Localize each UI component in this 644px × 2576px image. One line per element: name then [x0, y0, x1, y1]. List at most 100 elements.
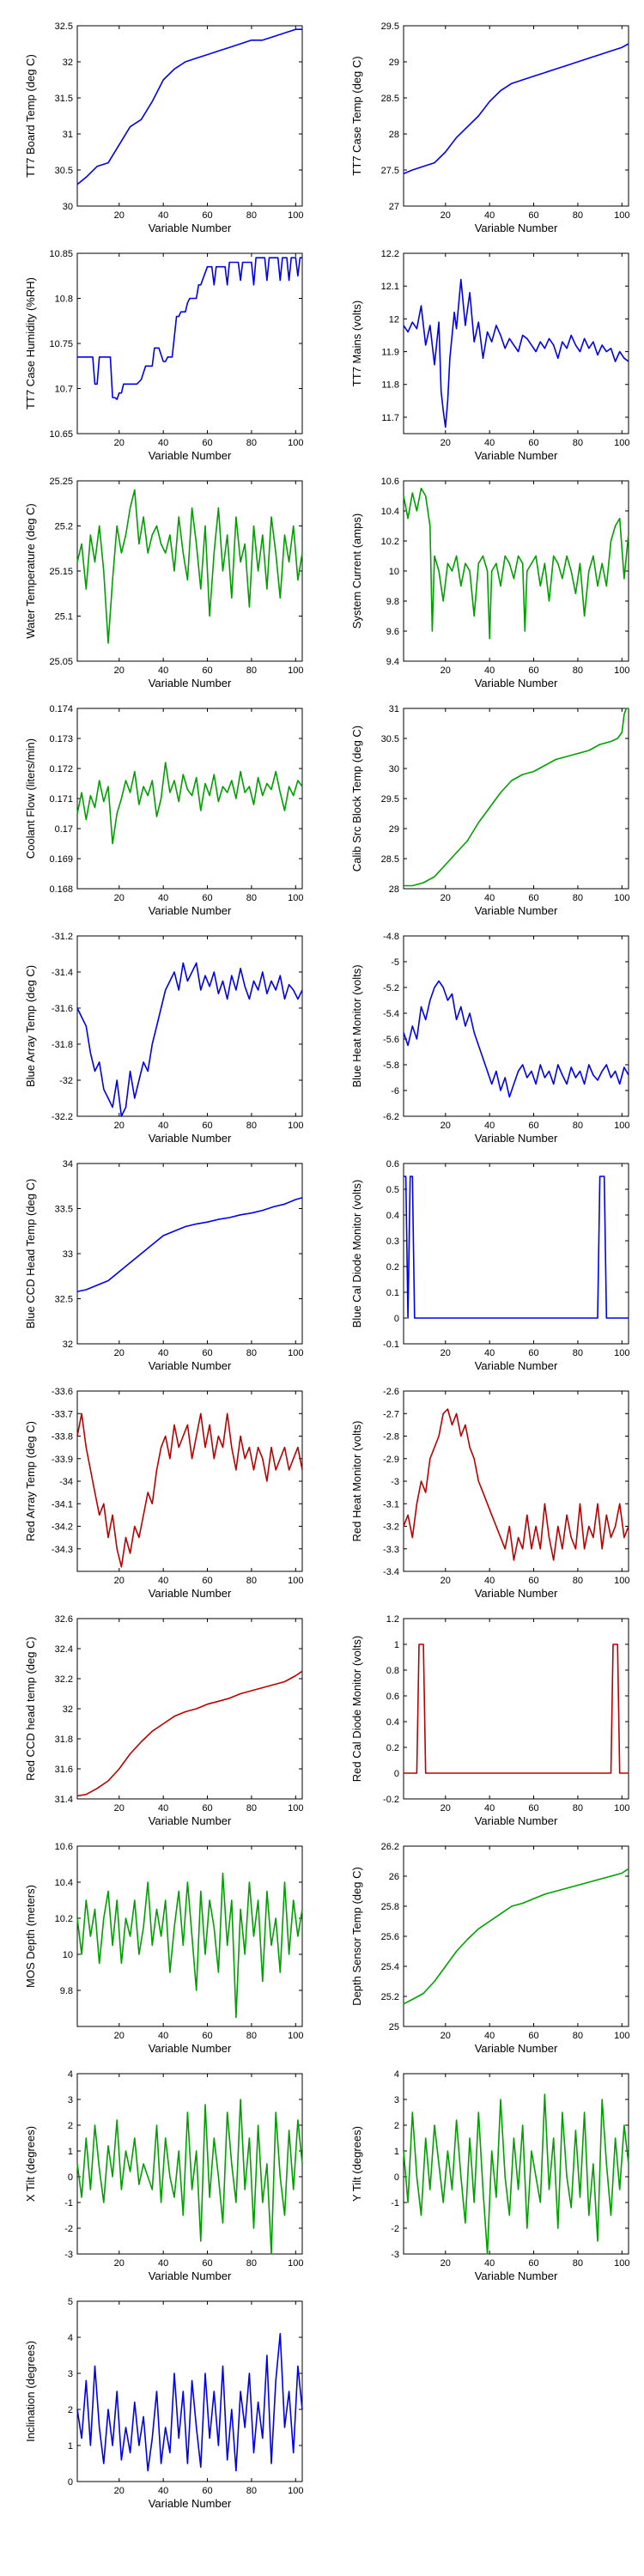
subplot-5: 20 40 60 80 100 25.05 25.1 25.15 25.2 25.25 Variab… — [24, 477, 303, 690]
y-tick-label: -34.1 — [52, 1499, 73, 1510]
y-tick-label: -31.2 — [52, 932, 73, 942]
axes-box — [403, 708, 629, 890]
x-tick-label: 40 — [484, 665, 495, 676]
y-tick-label: 25.2 — [55, 522, 73, 532]
x-tick-label: 20 — [440, 1348, 451, 1358]
y-tick-label: 25 — [389, 2022, 399, 2032]
y-tick-label: 0.169 — [49, 854, 73, 865]
x-axis-label: Variable Number — [475, 1359, 558, 1372]
x-tick-label: 40 — [484, 1121, 495, 1131]
x-tick-label: 20 — [440, 1803, 451, 1814]
axes-box — [76, 1163, 303, 1345]
y-tick-label: -3.2 — [383, 1522, 399, 1533]
y-tick-label: 1 — [394, 2147, 399, 2157]
y-axis-label: TT7 Case Temp (deg C) — [350, 56, 363, 175]
x-tick-label: 80 — [573, 665, 583, 676]
series-line — [403, 2093, 629, 2255]
y-axis-label: Inclination (degrees) — [24, 2341, 37, 2442]
x-tick-label: 20 — [440, 893, 451, 903]
y-tick-label: 28.5 — [381, 854, 399, 865]
y-axis-label: Blue CCD Head Temp (deg C) — [24, 1179, 37, 1329]
x-tick-label: 40 — [484, 2258, 495, 2269]
y-axis-label: X Tilt (degrees) — [24, 2126, 37, 2202]
x-tick-label: 20 — [114, 1121, 125, 1131]
y-tick-label: 11.7 — [381, 413, 399, 423]
x-tick-label: 40 — [158, 438, 168, 448]
y-tick-label: -5.4 — [383, 1009, 399, 1019]
y-tick-label: 28.5 — [381, 94, 399, 104]
y-axis-label: Red Cal Diode Monitor (volts) — [350, 1636, 363, 1783]
y-tick-label: -32.2 — [52, 1112, 73, 1122]
x-tick-label: 80 — [246, 893, 257, 903]
y-tick-label: 25.15 — [49, 567, 73, 577]
x-tick-label: 80 — [573, 1121, 583, 1131]
y-tick-label: 0.171 — [49, 794, 73, 805]
y-tick-label: -6 — [391, 1086, 399, 1097]
y-tick-label: 30.5 — [381, 734, 399, 744]
x-tick-label: 20 — [114, 1803, 125, 1814]
y-tick-label: 32.6 — [55, 1614, 73, 1625]
y-tick-label: -34.2 — [52, 1522, 73, 1533]
y-tick-label: 12 — [389, 314, 399, 325]
y-tick-label: 30 — [389, 764, 399, 775]
y-tick-label: 2 — [68, 2405, 73, 2415]
y-tick-label: -33.7 — [52, 1409, 73, 1419]
x-tick-label: 80 — [573, 210, 583, 221]
y-tick-label: -3.3 — [383, 1545, 399, 1555]
x-tick-label: 60 — [202, 1348, 212, 1358]
x-tick-label: 40 — [484, 210, 495, 221]
y-axis-label: Red Heat Monitor (volts) — [350, 1421, 363, 1542]
series-line — [76, 1197, 303, 1292]
series-line — [403, 487, 629, 640]
y-tick-label: 9.8 — [60, 1986, 73, 1996]
y-tick-label: 9.8 — [386, 597, 399, 607]
subplot-17: 20 40 60 80 100 9.8 10 10.2 10.4 10.6 Variable Num… — [24, 1842, 303, 2055]
x-axis-label: Variable Number — [149, 449, 232, 462]
x-tick-label: 40 — [158, 2486, 168, 2496]
y-tick-label: 10.2 — [381, 537, 399, 547]
y-tick-label: 0.17 — [55, 824, 73, 835]
x-tick-label: 20 — [114, 2031, 125, 2041]
series-line — [403, 1868, 629, 2005]
series-line — [76, 28, 302, 185]
y-tick-label: -31.6 — [52, 1004, 73, 1014]
series-line — [76, 962, 303, 1117]
y-tick-label: 9.4 — [386, 657, 399, 667]
x-tick-label: 100 — [288, 2031, 303, 2041]
y-tick-label: 27 — [389, 202, 399, 212]
x-tick-label: 60 — [528, 893, 538, 903]
y-tick-label: 31.8 — [55, 1735, 73, 1745]
y-tick-label: 32 — [63, 1704, 73, 1715]
y-tick-label: 0 — [394, 1769, 399, 1779]
y-axis-label: Calib Src Block Temp (deg C) — [350, 726, 363, 872]
subplot-7: 20 40 60 80 100 0.168 0.169 0.17 0.171 0.172 0.173… — [24, 704, 303, 917]
x-tick-label: 80 — [573, 2031, 583, 2041]
x-axis-label: Variable Number — [149, 2042, 232, 2055]
x-tick-label: 20 — [440, 438, 451, 448]
subplot-19: 20 40 60 80 100 -3 -2 -1 0 1 2 3 4 Variable Number X T… — [24, 2069, 303, 2282]
x-tick-label: 80 — [573, 1803, 583, 1814]
subplot-18: 20 40 60 80 100 25 25.2 25.4 25.6 25.8 26 26.2 Varia… — [350, 1842, 629, 2055]
x-tick-label: 20 — [440, 1576, 451, 1586]
y-tick-label: 25.25 — [49, 477, 73, 487]
y-tick-label: 25.4 — [381, 1962, 399, 1972]
y-tick-label: 0.173 — [49, 734, 73, 744]
y-axis-label: Y Tilt (degrees) — [350, 2126, 363, 2202]
y-tick-label: 3 — [68, 2095, 73, 2105]
x-tick-label: 100 — [614, 210, 629, 221]
x-tick-label: 80 — [573, 893, 583, 903]
x-tick-label: 60 — [528, 1121, 538, 1131]
y-tick-label: -6.2 — [383, 1112, 399, 1122]
y-tick-label: 3 — [68, 2369, 73, 2379]
y-tick-label: 2 — [394, 2121, 399, 2131]
x-tick-label: 40 — [484, 2031, 495, 2041]
y-tick-label: 4 — [394, 2069, 399, 2080]
y-tick-label: -1 — [64, 2198, 73, 2208]
x-axis-label: Variable Number — [149, 904, 232, 917]
x-tick-label: 60 — [528, 1576, 538, 1586]
y-tick-label: 2 — [68, 2121, 73, 2131]
y-tick-label: 11.8 — [381, 380, 399, 391]
subplot-6: 20 40 60 80 100 9.4 9.6 9.8 10 10.2 10.4 10.6 Variab… — [350, 477, 629, 690]
y-tick-label: 0.6 — [386, 1159, 399, 1170]
